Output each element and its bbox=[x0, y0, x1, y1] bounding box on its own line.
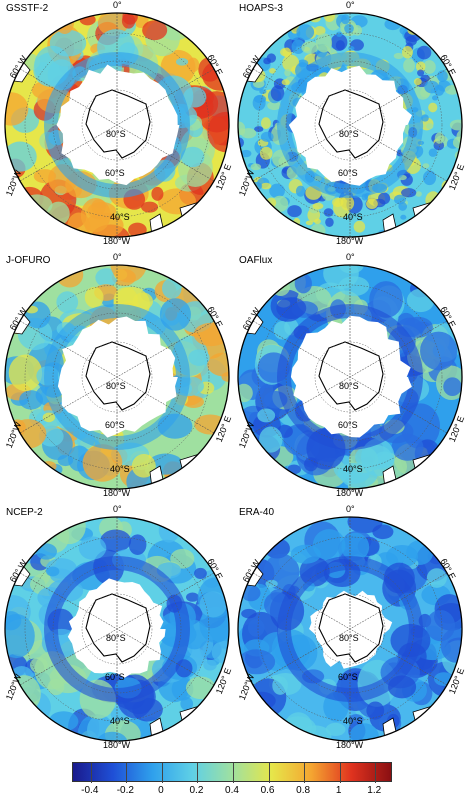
latitude-label-60s: 60°S bbox=[338, 168, 358, 178]
latitude-label-40s: 40°S bbox=[343, 212, 363, 222]
meridian-label-180w: 180°W bbox=[103, 488, 131, 498]
panel-title: J-OFURO bbox=[6, 255, 51, 266]
latitude-label-40s: 40°S bbox=[343, 716, 363, 726]
latitude-label-80s: 80°S bbox=[106, 381, 126, 391]
map-panel-jofuro: J-OFURO 0° 180°W 60° W 120°W 60° E 120° E 80°S 6… bbox=[0, 252, 233, 502]
panel-title: GSSTF-2 bbox=[6, 3, 49, 14]
colorbar-gradient bbox=[72, 762, 392, 783]
colorbar-tick-label: -0.2 bbox=[116, 785, 134, 796]
panel-title: NCEP-2 bbox=[6, 507, 43, 518]
polar-map bbox=[4, 264, 230, 490]
latitude-label-60s: 60°S bbox=[338, 672, 358, 682]
meridian-line bbox=[252, 572, 448, 686]
antarctica-outline bbox=[85, 89, 151, 159]
colorbar-tick bbox=[161, 763, 163, 783]
latitude-label-80s: 80°S bbox=[106, 129, 126, 139]
polar-map bbox=[237, 12, 463, 238]
latitude-label-60s: 60°S bbox=[338, 420, 358, 430]
antarctica-outline bbox=[318, 341, 384, 411]
map-border bbox=[237, 516, 463, 742]
meridian-label-180w: 180°W bbox=[103, 236, 131, 246]
polar-map bbox=[237, 264, 463, 490]
meridian-label-0: 0° bbox=[346, 252, 355, 262]
antarctica-outline bbox=[85, 593, 151, 663]
colorbar-tick bbox=[268, 763, 270, 783]
colorbar-tick bbox=[304, 763, 306, 783]
meridian-label-180w: 180°W bbox=[336, 740, 364, 750]
map-border bbox=[237, 264, 463, 490]
colorbar-tick-label: 0.4 bbox=[225, 785, 239, 796]
panel-title: ERA-40 bbox=[239, 507, 275, 518]
latitude-label-80s: 80°S bbox=[339, 633, 359, 643]
latitude-label-80s: 80°S bbox=[339, 381, 359, 391]
meridian-label-0: 0° bbox=[346, 504, 355, 514]
latitude-label-80s: 80°S bbox=[106, 633, 126, 643]
colorbar-labels: -0.4 -0.2 0 0.2 0.4 0.6 0.8 1 1.2 bbox=[72, 785, 392, 797]
panel-title: OAFlux bbox=[239, 255, 273, 266]
map-panel-oaflux: OAFlux 0° 180°W 60° W 120°W 60° E 120° E 80°S 60… bbox=[233, 252, 466, 502]
map-border bbox=[4, 12, 230, 238]
meridian-label-0: 0° bbox=[113, 0, 122, 10]
polar-map bbox=[237, 516, 463, 742]
map-border bbox=[4, 516, 230, 742]
colorbar-tick bbox=[90, 763, 92, 783]
meridian-label-180w: 180°W bbox=[336, 236, 364, 246]
map-panel-gsstf2: GSSTF-2 0° 180°W 60° W 120°W 60° E 120° E 80°S 6… bbox=[0, 0, 233, 250]
colorbar-tick-label: 0.6 bbox=[260, 785, 275, 796]
meridian-line bbox=[19, 68, 215, 182]
map-border bbox=[237, 12, 463, 238]
latitude-label-80s: 80°S bbox=[339, 129, 359, 139]
meridian-label-180w: 180°W bbox=[336, 488, 364, 498]
map-panel-era40: ERA-40 0° 180°W 60° W 120°W 60° E 120° E 80°S 60… bbox=[233, 504, 466, 754]
colorbar-tick-label: 0.8 bbox=[296, 785, 311, 796]
colorbar-tick bbox=[375, 763, 377, 783]
colorbar-tick bbox=[233, 763, 234, 783]
latitude-label-40s: 40°S bbox=[110, 464, 130, 474]
latitude-label-60s: 60°S bbox=[105, 420, 125, 430]
antarctica-outline bbox=[318, 89, 384, 159]
map-panel-hoaps3: HOAPS-3 0° 180°W 60° W 120°W 60° E 120° E 80°S 6… bbox=[233, 0, 466, 250]
antarctica-outline bbox=[85, 341, 151, 411]
latitude-label-40s: 40°S bbox=[110, 716, 130, 726]
latitude-label-60s: 60°S bbox=[105, 672, 125, 682]
colorbar-tick-label: 1 bbox=[335, 785, 342, 796]
meridian-label-0: 0° bbox=[113, 252, 122, 262]
polar-map bbox=[4, 516, 230, 742]
latitude-label-60s: 60°S bbox=[105, 168, 125, 178]
map-panel-ncep2: NCEP-2 0° 180°W 60° W 120°W 60° E 120° E 80°S 60… bbox=[0, 504, 233, 754]
meridian-label-0: 0° bbox=[113, 504, 122, 514]
antarctica-outline bbox=[318, 593, 384, 663]
colorbar-tick bbox=[126, 763, 128, 783]
panel-title: HOAPS-3 bbox=[239, 3, 283, 14]
latitude-label-40s: 40°S bbox=[343, 464, 363, 474]
colorbar-tick-label: 1.2 bbox=[367, 785, 382, 796]
colorbar-tick bbox=[339, 763, 341, 783]
latitude-label-40s: 40°S bbox=[110, 212, 130, 222]
colorbar-tick-label: -0.4 bbox=[81, 785, 99, 796]
polar-map bbox=[4, 12, 230, 238]
colorbar-tick bbox=[197, 763, 199, 783]
map-border bbox=[4, 264, 230, 490]
meridian-line bbox=[19, 572, 215, 686]
colorbar-tick-label: 0.2 bbox=[189, 785, 204, 796]
meridian-line bbox=[252, 320, 448, 434]
meridian-line bbox=[19, 320, 215, 434]
meridian-label-0: 0° bbox=[346, 0, 355, 10]
meridian-label-180w: 180°W bbox=[103, 740, 131, 750]
colorbar bbox=[72, 762, 392, 784]
meridian-line bbox=[252, 68, 448, 182]
colorbar-tick-label: 0 bbox=[158, 785, 164, 796]
